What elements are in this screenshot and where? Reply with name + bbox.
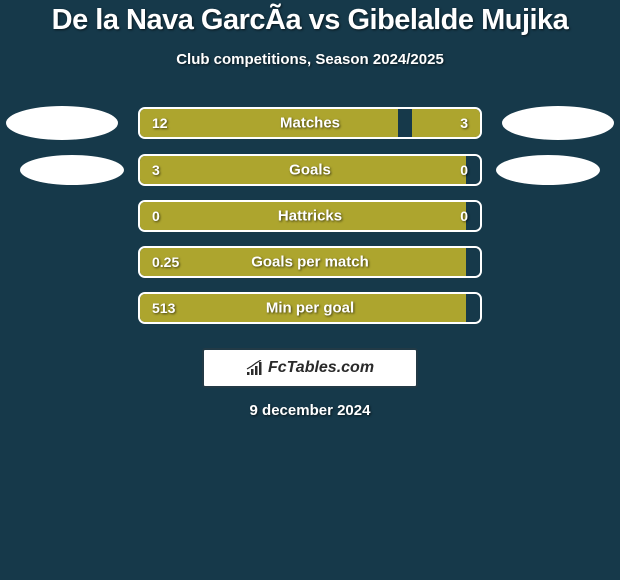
player-left-marker [20,155,124,185]
source-badge-text: FcTables.com [268,359,374,377]
source-badge: FcTables.com [202,348,418,388]
stat-row: 0.25 Goals per match [0,246,620,278]
stat-label: Hattricks [278,208,342,225]
stat-value-left: 0.25 [152,254,179,270]
stat-value-left: 513 [152,300,175,316]
player-left-marker [6,106,118,140]
stat-value-right: 0 [460,162,468,178]
stat-label: Min per goal [266,300,354,317]
stat-row: 12 3 Matches [0,106,620,140]
stat-value-right: 3 [460,115,468,131]
stat-value-left: 0 [152,208,160,224]
subtitle: Club competitions, Season 2024/2025 [0,51,620,68]
bar-fill-right [412,109,480,137]
stat-label: Goals per match [251,254,369,271]
stat-row: 3 0 Goals [0,154,620,186]
stat-bar: 12 3 Matches [138,107,482,139]
stat-bar: 3 0 Goals [138,154,482,186]
stat-value-left: 3 [152,162,160,178]
stat-bar: 513 Min per goal [138,292,482,324]
player-right-marker [502,106,614,140]
page-title: De la Nava GarcÃa vs Gibelalde Mujika [0,4,620,37]
stat-row: 513 Min per goal [0,292,620,324]
stat-rows: 12 3 Matches 3 0 Goals 0 0 Hattricks 0.25 Goals pe… [0,106,620,324]
chart-icon [246,360,264,376]
stat-bar: 0.25 Goals per match [138,246,482,278]
stat-label: Goals [289,162,331,179]
stat-value-right: 0 [460,208,468,224]
stat-bar: 0 0 Hattricks [138,200,482,232]
player-right-marker [496,155,600,185]
comparison-card: De la Nava GarcÃa vs Gibelalde Mujika Cl… [0,0,620,419]
stat-row: 0 0 Hattricks [0,200,620,232]
stat-label: Matches [280,115,340,132]
bar-fill-left [140,109,398,137]
stat-value-left: 12 [152,115,168,131]
date-label: 9 december 2024 [0,402,620,419]
